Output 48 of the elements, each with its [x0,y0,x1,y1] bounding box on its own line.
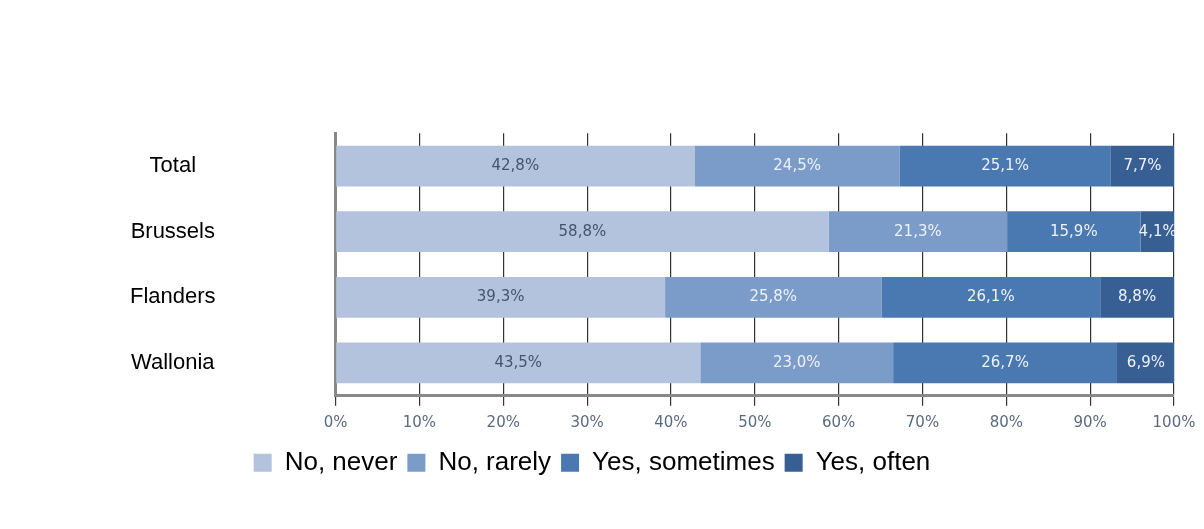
data-label: 26,1% [966,287,1015,306]
bar [336,276,666,318]
bar [1007,211,1141,253]
data-label: 25,1% [981,155,1029,174]
legend-label: Yes, often [815,445,931,476]
legend-label: Yes, sometimes [592,445,775,476]
y-tick-label: Total [149,152,197,178]
x-tick-label: 70% [905,412,940,431]
data-label: 23,0% [772,352,821,371]
data-label: 21,3% [894,221,942,240]
bar [665,276,882,318]
bar [336,211,829,253]
x-tick-label: 40% [654,412,688,431]
x-tick-label: 100% [1152,412,1196,431]
legend-label: No, never [284,445,398,476]
legend-label: No, rarely [438,445,552,476]
data-label: 8,8% [1118,287,1157,306]
data-label: 39,3% [476,287,525,306]
bar [881,276,1101,318]
bar [694,145,900,187]
data-label: 26,7% [981,352,1029,371]
bar [893,342,1117,384]
data-label: 15,9% [1049,221,1098,240]
y-tick-label: Brussels [130,217,215,243]
y-tick-label: Flanders [130,283,216,309]
bar [899,145,1111,187]
x-tick-label: 80% [989,412,1023,431]
x-tick-label: 20% [486,412,520,431]
bar [336,145,695,187]
y-tick-label: Wallonia [131,349,216,375]
bar [336,342,701,384]
data-label: 42,8% [491,155,540,174]
data-label: 6,9% [1126,352,1165,371]
x-tick-label: 0% [323,412,348,431]
x-tick-label: 90% [1073,412,1107,431]
x-tick-label: 10% [402,412,437,431]
bar [1110,145,1174,187]
bar [1100,276,1174,318]
bar [700,342,894,384]
x-tick-label: 30% [570,412,604,431]
bar [828,211,1008,253]
data-label: 43,5% [494,352,543,371]
data-label: 25,8% [749,287,798,306]
x-tick-label: 50% [738,412,772,431]
x-tick-label: 60% [821,412,856,431]
data-label: 7,7% [1123,155,1162,174]
data-label: 24,5% [773,155,821,174]
data-label: 58,8% [558,221,607,240]
